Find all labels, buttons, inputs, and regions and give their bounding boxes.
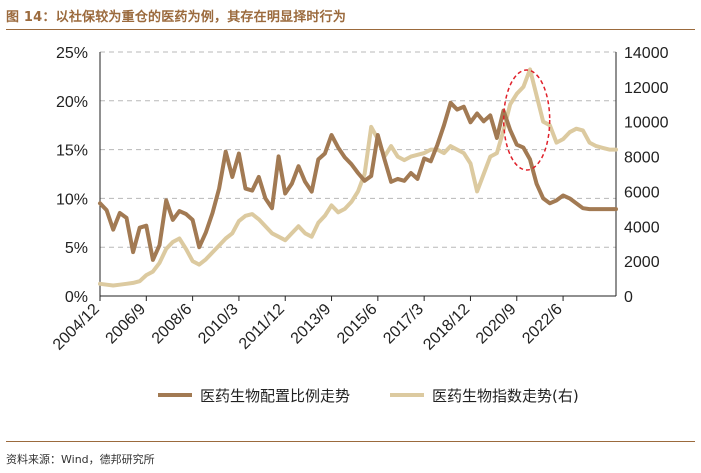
x-tick-label: 2008/6 — [149, 301, 196, 348]
y-right-tick-label: 8000 — [624, 150, 660, 167]
legend-label-allocation: 医药生物配置比例走势 — [200, 387, 350, 405]
y-right-tick-label: 4000 — [624, 219, 660, 236]
x-tick-label: 2013/9 — [288, 301, 335, 348]
x-tick-label: 2004/12 — [50, 301, 103, 354]
series-line-index — [98, 67, 618, 288]
title-divider — [6, 29, 695, 30]
x-tick-label: 2022/6 — [519, 301, 566, 348]
y-right-tick-label: 12000 — [624, 80, 669, 97]
y-right-tick-label: 2000 — [624, 254, 660, 271]
y-left-tick-label: 25% — [56, 45, 88, 62]
y-left-tick-label: 0% — [65, 289, 88, 306]
source-note: 资料来源：Wind，德邦研究所 — [6, 453, 155, 466]
x-tick-label: 2011/12 — [236, 301, 288, 353]
y-right-tick-label: 0 — [624, 289, 633, 306]
y-left-tick-label: 20% — [56, 94, 88, 111]
y-left-tick-label: 10% — [56, 191, 88, 208]
x-tick-label: 2020/9 — [473, 301, 520, 348]
legend-label-index: 医药生物指数走势(右) — [432, 387, 579, 405]
y-left-tick-label: 5% — [65, 240, 88, 257]
x-tick-label: 2010/3 — [195, 301, 242, 348]
x-tick-label: 2017/3 — [380, 301, 427, 348]
x-tick-label: 2006/9 — [103, 301, 150, 348]
y-left-tick-label: 15% — [56, 143, 88, 160]
footer-divider — [6, 441, 695, 442]
highlight-ellipse — [502, 69, 551, 171]
y-right-tick-label: 6000 — [624, 184, 660, 201]
y-right-tick-label: 14000 — [624, 45, 669, 62]
series-line-allocation — [98, 100, 618, 262]
x-tick-label: 2015/6 — [334, 301, 381, 348]
figure-title: 图 14：以社保较为重仓的医药为例，其存在明显择时行为 — [6, 10, 347, 25]
x-tick-label: 2018/12 — [420, 301, 473, 354]
y-right-tick-label: 10000 — [624, 115, 669, 132]
